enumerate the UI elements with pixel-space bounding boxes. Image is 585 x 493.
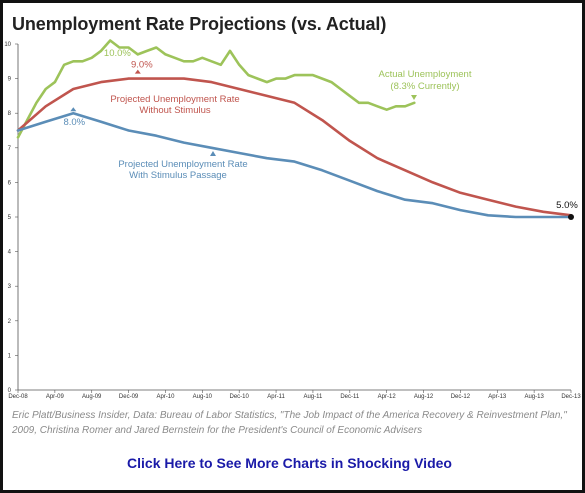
end-point-dot [568, 214, 574, 220]
without-stimulus-series-sublabel: Without Stimulus [139, 105, 211, 116]
y-tick-label: 2 [8, 319, 12, 325]
without-stimulus-marker [134, 69, 141, 74]
with-stimulus-marker [70, 107, 77, 112]
end-point-label: 5.0% [556, 200, 578, 211]
with-stimulus-peak-label: 8.0% [63, 117, 85, 128]
y-tick-label: 1 [8, 353, 12, 359]
x-tick-label: Dec-12 [451, 394, 471, 400]
chart-title: Unemployment Rate Projections (vs. Actua… [12, 14, 387, 34]
x-tick-label: Dec-11 [340, 394, 360, 400]
x-tick-label: Dec-08 [8, 394, 28, 400]
y-tick-label: 8 [8, 111, 12, 117]
y-tick-label: 10 [4, 42, 11, 48]
more-charts-video-link[interactable]: Click Here to See More Charts in Shockin… [127, 455, 452, 471]
actual-series-label: Actual Unemployment [379, 69, 472, 80]
with-stimulus-label-pointer [210, 151, 216, 156]
without-stimulus-line [16, 77, 573, 217]
with-stimulus-series-sublabel: With Stimulus Passage [129, 170, 227, 181]
x-tick-label: Apr-09 [46, 394, 65, 400]
x-tick-label: Dec-13 [561, 394, 581, 400]
actual-series-sublabel: (8.3% Currently) [390, 81, 459, 92]
x-tick-label: Apr-12 [378, 394, 397, 400]
y-tick-label: 0 [8, 388, 12, 394]
without-stimulus-series-label: Projected Unemployment Rate [110, 94, 239, 105]
y-tick-label: 3 [8, 284, 12, 290]
y-tick-label: 5 [8, 215, 12, 221]
actual-label-pointer [411, 95, 417, 100]
actual-unemployment-line [16, 39, 416, 139]
without-stimulus-peak-label: 9.0% [131, 60, 153, 71]
y-tick-label: 7 [8, 146, 12, 152]
x-tick-label: Apr-10 [156, 394, 175, 400]
actual-peak-label: 10.0% [104, 48, 131, 59]
x-tick-label: Aug-12 [414, 394, 434, 400]
x-tick-label: Aug-13 [524, 394, 544, 400]
x-tick-label: Aug-11 [303, 394, 323, 400]
with-stimulus-line [16, 111, 573, 219]
x-tick-label: Aug-09 [82, 394, 102, 400]
x-tick-label: Dec-09 [119, 394, 139, 400]
y-tick-label: 9 [8, 77, 12, 83]
y-tick-label: 6 [8, 180, 12, 186]
x-tick-label: Apr-11 [267, 394, 285, 400]
x-tick-label: Aug-10 [193, 394, 213, 400]
frame-top-strip [3, 3, 582, 5]
source-note: Eric Platt/Business Insider, Data: Burea… [12, 410, 567, 436]
x-tick-label: Dec-10 [230, 394, 250, 400]
with-stimulus-series-label: Projected Unemployment Rate [118, 159, 247, 170]
y-tick-label: 4 [8, 250, 12, 256]
x-tick-label: Apr-13 [488, 394, 507, 400]
